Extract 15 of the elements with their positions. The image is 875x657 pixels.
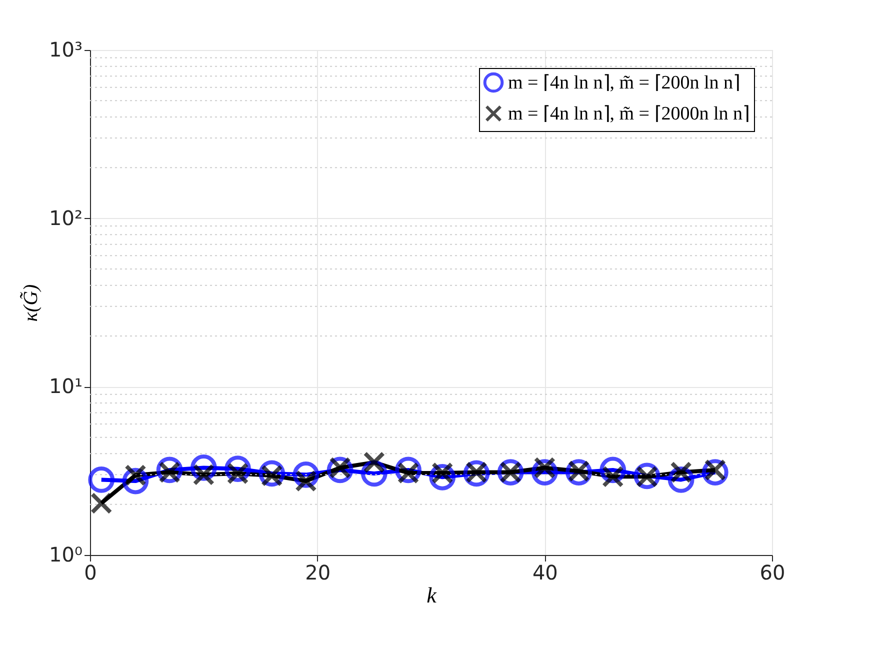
x-tick-label: 20 — [305, 560, 331, 584]
x-tick-label: 60 — [760, 560, 786, 584]
point — [88, 466, 115, 493]
legend-label: m = ⌈4n ln n⌉, m̃ = ⌈200n ln n⌉ — [508, 72, 740, 94]
point — [360, 460, 388, 487]
x-tick-label: 0 — [84, 560, 97, 584]
y-tick-label: 10⁰ — [49, 542, 82, 566]
x-axis-title: k — [426, 582, 438, 608]
y-tick-label: 10³ — [49, 38, 82, 62]
legend-label: m = ⌈4n ln n⌉, m̃ = ⌈2000n ln n⌉ — [508, 104, 750, 124]
y-tick-label: 10² — [49, 206, 82, 230]
point — [90, 492, 112, 514]
y-tick-label: 10¹ — [49, 374, 82, 398]
x-tick-label: 40 — [532, 560, 558, 584]
y-axis-title: κ(G̃) — [20, 284, 42, 322]
